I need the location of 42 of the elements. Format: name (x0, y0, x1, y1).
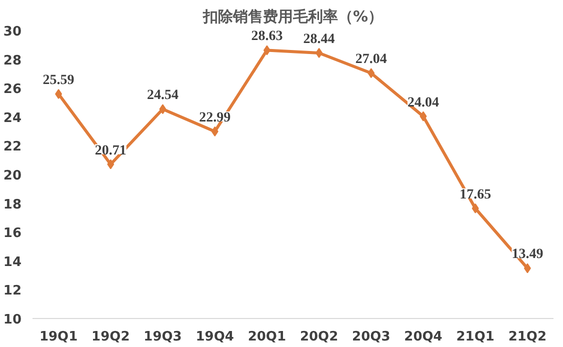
x-tick-label: 19Q1 (39, 330, 78, 344)
point (107, 159, 114, 170)
point (263, 45, 270, 56)
x-tick-label: 21Q1 (456, 330, 494, 344)
y-tick-label: 30 (3, 24, 22, 40)
data-label: 28.63 (251, 29, 283, 44)
x-tick-label: 19Q2 (92, 330, 130, 344)
data-label: 22.99 (199, 110, 231, 126)
y-tick-label: 16 (3, 226, 22, 242)
point (368, 68, 375, 78)
data-label: 24.54 (147, 88, 178, 104)
y-tick-label: 22 (3, 140, 22, 155)
y-tick-label: 20 (3, 168, 22, 184)
point (316, 48, 323, 58)
y-tick-label: 24 (3, 110, 22, 126)
x-tick-label: 20Q4 (404, 330, 442, 344)
point (472, 203, 479, 214)
data-label: 17.65 (460, 187, 492, 202)
point (524, 263, 531, 274)
point (55, 89, 62, 100)
data-label: 13.49 (512, 247, 544, 262)
x-tick-label: 20Q1 (248, 330, 286, 344)
y-tick-label: 28 (3, 53, 22, 68)
chart-title: 扣除销售费用毛利率（%） (202, 8, 384, 26)
data-label: 25.59 (42, 73, 74, 88)
point (420, 111, 427, 122)
x-tick-label: 19Q3 (144, 330, 182, 344)
y-tick-label: 26 (3, 82, 22, 98)
data-label: 27.04 (355, 52, 387, 68)
y-tick-label: 10 (3, 312, 22, 328)
x-tick-label: 21Q2 (508, 330, 547, 344)
y-tick-label: 14 (3, 254, 22, 270)
x-tick-label: 19Q4 (196, 330, 234, 344)
data-label: 24.04 (408, 95, 439, 110)
data-label: 20.71 (94, 143, 126, 158)
x-tick-label: 20Q2 (300, 330, 338, 344)
data-label: 28.44 (303, 32, 335, 47)
y-tick-label: 12 (3, 284, 22, 299)
point (211, 126, 218, 136)
y-tick-label: 18 (3, 197, 22, 212)
point (159, 104, 166, 114)
x-tick-label: 20Q3 (352, 330, 390, 344)
